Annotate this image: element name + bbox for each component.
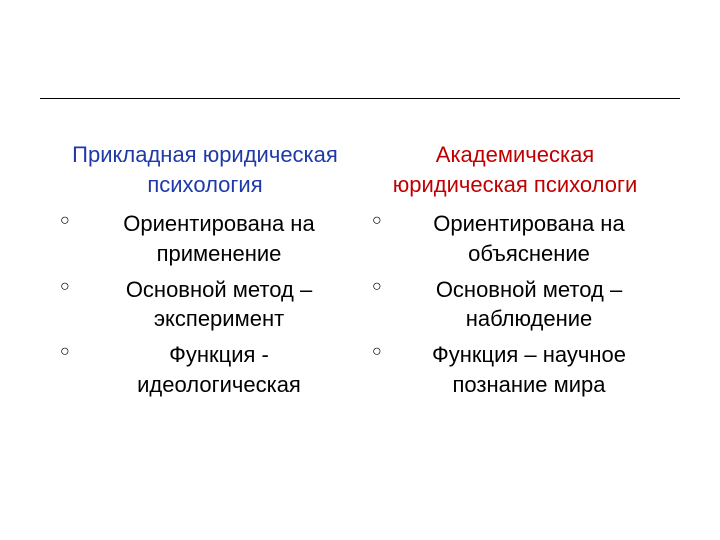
- item-text: Ориентирована на объяснение: [398, 209, 660, 268]
- list-item: ○ Функция – научное познание мира: [370, 340, 660, 399]
- horizontal-divider: [40, 98, 680, 99]
- left-items: ○ Ориентирована на применение ○ Основной…: [60, 209, 350, 399]
- list-item: ○ Функция - идеологическая: [60, 340, 350, 399]
- columns-wrapper: Прикладная юридическая психология ○ Орие…: [60, 140, 660, 406]
- right-column-title: Академическая юридическая психологи: [370, 140, 660, 199]
- item-text: Ориентирована на применение: [88, 209, 350, 268]
- bullet-icon: ○: [370, 209, 398, 234]
- bullet-icon: ○: [60, 340, 88, 365]
- bullet-icon: ○: [370, 275, 398, 300]
- list-item: ○ Ориентирована на применение: [60, 209, 350, 268]
- slide-container: Прикладная юридическая психология ○ Орие…: [0, 0, 720, 540]
- bullet-icon: ○: [60, 209, 88, 234]
- list-item: ○ Основной метод – наблюдение: [370, 275, 660, 334]
- column-left: Прикладная юридическая психология ○ Орие…: [60, 140, 350, 406]
- list-item: ○ Основной метод – эксперимент: [60, 275, 350, 334]
- list-item: ○ Ориентирована на объяснение: [370, 209, 660, 268]
- column-right: Академическая юридическая психологи ○ Ор…: [370, 140, 660, 406]
- item-text: Функция - идеологическая: [88, 340, 350, 399]
- item-text: Основной метод – наблюдение: [398, 275, 660, 334]
- item-text: Функция – научное познание мира: [398, 340, 660, 399]
- item-text: Основной метод – эксперимент: [88, 275, 350, 334]
- left-column-title: Прикладная юридическая психология: [60, 140, 350, 199]
- bullet-icon: ○: [60, 275, 88, 300]
- right-items: ○ Ориентирована на объяснение ○ Основной…: [370, 209, 660, 399]
- bullet-icon: ○: [370, 340, 398, 365]
